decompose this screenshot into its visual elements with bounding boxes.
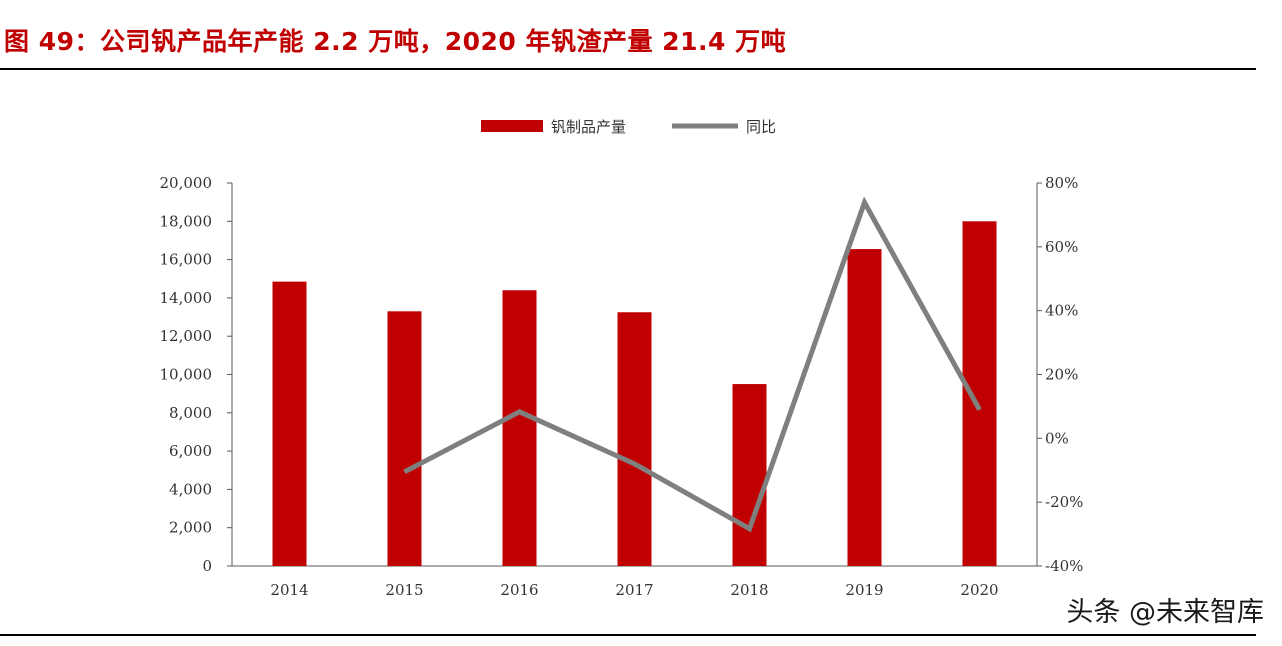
right-tick-label: 80% xyxy=(1045,174,1078,192)
bar-2014 xyxy=(272,281,307,566)
line-point-2018 xyxy=(749,528,750,530)
x-tick-label-2018: 2018 xyxy=(730,581,768,599)
right-tick-label: 20% xyxy=(1045,366,1078,384)
watermark: 头条 @未来智库 xyxy=(1066,597,1264,628)
x-tick-label-2015: 2015 xyxy=(385,581,423,599)
bar-2018 xyxy=(732,384,767,566)
left-tick-label: 14,000 xyxy=(160,289,213,307)
line-point-2016 xyxy=(519,411,520,413)
line-series xyxy=(403,196,982,533)
x-tick-label-2017: 2017 xyxy=(615,581,653,599)
line-point-2017 xyxy=(634,463,635,465)
footer-divider xyxy=(0,634,1256,636)
line-yoy xyxy=(403,196,982,533)
left-tick-label: 12,000 xyxy=(160,327,213,345)
bar-2015 xyxy=(387,311,422,566)
title-divider xyxy=(0,68,1256,70)
left-tick-label: 2,000 xyxy=(169,519,212,537)
left-tick-label: 18,000 xyxy=(160,212,213,230)
line-point-2015 xyxy=(404,471,405,473)
x-tick-label-2019: 2019 xyxy=(845,581,883,599)
right-tick-label: -40% xyxy=(1045,557,1083,575)
right-tick-label: 0% xyxy=(1045,429,1069,447)
left-tick-label: 4,000 xyxy=(169,480,212,498)
right-tick-label: 40% xyxy=(1045,302,1078,320)
line-point-2020 xyxy=(979,409,980,411)
left-tick-label: 8,000 xyxy=(169,404,212,422)
figure-title: 图 49：公司钒产品年产能 2.2 万吨，2020 年钒渣产量 21.4 万吨 xyxy=(4,27,787,56)
x-tick-label-2016: 2016 xyxy=(500,581,538,599)
chart-legend: 钒制品产量 同比 xyxy=(481,118,776,136)
legend-swatch-bar xyxy=(481,120,543,132)
left-y-axis: 0 2,000 4,000 6,000 8,000 10,000 12,000 14,000 1… xyxy=(160,174,233,575)
bar-2020 xyxy=(962,221,997,567)
x-tick-label-2014: 2014 xyxy=(270,581,308,599)
right-tick-label: 60% xyxy=(1045,238,1078,256)
line-point-2019 xyxy=(864,201,865,203)
left-tick-label: 16,000 xyxy=(160,251,213,269)
legend-label-bar: 钒制品产量 xyxy=(551,118,626,136)
left-tick-label: 10,000 xyxy=(160,366,213,384)
bar-series xyxy=(272,221,997,567)
left-tick-label: 6,000 xyxy=(169,442,212,460)
left-tick-label: 0 xyxy=(202,557,212,575)
bar-2019 xyxy=(847,249,882,566)
x-tick-label-2020: 2020 xyxy=(960,581,998,599)
bar-2017 xyxy=(617,312,652,566)
right-y-axis: -40% -20% 0% 20% 40% 60% 80% xyxy=(1036,174,1083,575)
left-tick-label: 20,000 xyxy=(160,174,213,192)
bar-2016 xyxy=(502,290,537,566)
x-axis: 2014 2015 2016 2017 2018 2019 2020 xyxy=(232,565,1037,599)
right-tick-label: -20% xyxy=(1045,493,1083,511)
legend-label-line: 同比 xyxy=(746,118,776,136)
